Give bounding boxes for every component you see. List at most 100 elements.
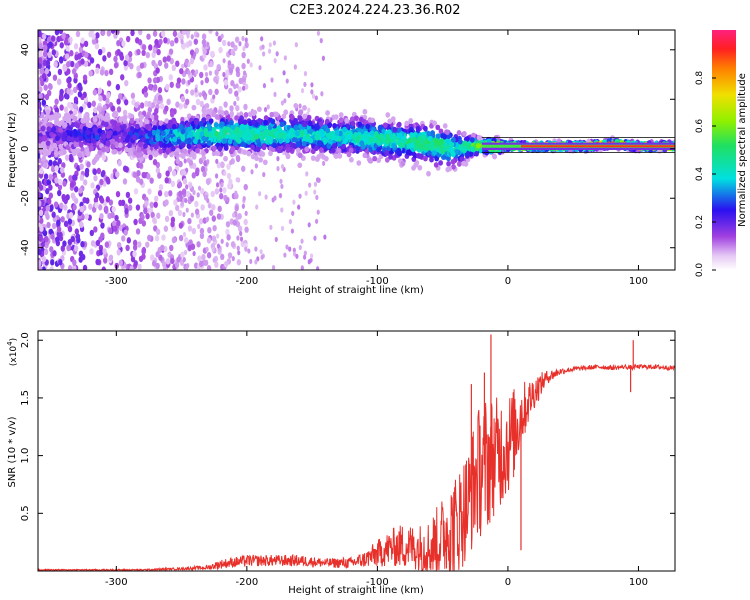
ridge-cell: [297, 162, 303, 169]
noise-cell: [41, 255, 47, 263]
noise-cell: [180, 201, 184, 207]
noise-cell: [68, 175, 73, 182]
noise-cell: [121, 235, 126, 242]
noise-cell: [183, 158, 187, 164]
noise-cell: [258, 65, 262, 71]
ridge-cell: [52, 142, 58, 149]
noise-cell: [132, 171, 137, 178]
noise-cell: [110, 211, 115, 219]
noise-cell: [59, 88, 64, 96]
noise-cell: [179, 67, 184, 75]
noise-cell: [62, 240, 67, 247]
noise-cell: [46, 179, 51, 186]
noise-cell: [214, 69, 219, 76]
noise-cell: [314, 95, 318, 101]
ridge-cell: [174, 132, 180, 138]
noise-cell: [57, 189, 62, 197]
noise-cell: [230, 80, 235, 87]
ridge-cell: [58, 127, 63, 133]
noise-cell: [215, 79, 219, 85]
noise-cell: [159, 103, 165, 110]
ridge-cell: [447, 165, 452, 172]
noise-cell: [155, 167, 161, 174]
noise-cell: [198, 260, 204, 268]
ridge-cell: [376, 157, 382, 164]
noise-cell: [133, 260, 138, 267]
ridge-cell: [459, 156, 465, 162]
noise-cell: [128, 51, 133, 58]
noise-cell: [164, 199, 169, 206]
noise-cell: [38, 243, 42, 251]
noise-cell: [283, 55, 287, 61]
noise-cell: [323, 234, 327, 240]
noise-cell: [116, 219, 121, 227]
ridge-cell: [385, 133, 391, 140]
noise-cell: [124, 207, 129, 215]
ridge-cell: [75, 122, 81, 129]
ridge-cell: [153, 151, 158, 158]
noise-cell: [67, 239, 73, 246]
noise-cell: [73, 245, 79, 252]
ridge-cell: [278, 138, 284, 144]
noise-cell: [176, 77, 182, 84]
noise-cell: [307, 222, 311, 228]
noise-cell: [67, 265, 73, 270]
noise-cell: [57, 68, 63, 76]
noise-cell: [106, 30, 112, 37]
ridge-cell: [384, 157, 390, 163]
ridge-cell: [120, 135, 126, 141]
noise-cell: [154, 235, 160, 242]
ridge-cell: [112, 120, 118, 126]
noise-cell: [178, 222, 184, 229]
noise-cell: [156, 48, 161, 56]
noise-cell: [147, 100, 152, 108]
noise-cell: [300, 88, 305, 94]
ridge-cell: [78, 141, 84, 147]
noise-cell: [203, 64, 208, 71]
noise-cell: [189, 195, 195, 202]
noise-cell: [79, 174, 84, 181]
ridge-cell: [38, 117, 41, 123]
noise-cell: [79, 205, 84, 213]
ridge-cell: [90, 137, 96, 144]
ridge-cell: [423, 145, 429, 151]
noise-cell: [205, 246, 209, 252]
noise-cell: [192, 250, 196, 257]
ridge-cell: [409, 132, 414, 138]
ridge-cell: [223, 155, 228, 162]
noise-cell: [118, 199, 123, 207]
ridge-cell: [201, 150, 206, 157]
ridge-cell: [62, 122, 68, 128]
noise-cell: [314, 218, 319, 224]
noise-cell: [54, 98, 59, 105]
noise-cell: [206, 198, 210, 204]
noise-cell: [38, 101, 41, 108]
ridge-cell: [250, 144, 256, 150]
noise-cell: [88, 70, 93, 77]
noise-cell: [182, 178, 188, 185]
noise-cell: [141, 44, 147, 51]
noise-cell: [181, 188, 187, 195]
noise-cell: [47, 198, 52, 205]
noise-cell: [38, 57, 43, 64]
noise-cell: [189, 183, 193, 189]
noise-cell: [88, 203, 93, 210]
noise-cell: [291, 210, 295, 217]
noise-cell: [38, 260, 42, 267]
noise-cell: [264, 194, 268, 200]
noise-cell: [152, 30, 158, 37]
noise-cell: [47, 51, 52, 59]
ridge-cell: [63, 114, 69, 121]
ridge-cell: [436, 140, 442, 147]
ridge-cell: [101, 115, 106, 122]
noise-cell: [176, 256, 181, 263]
noise-cell: [206, 237, 212, 244]
noise-cell: [262, 83, 267, 89]
noise-cell: [56, 78, 62, 85]
noise-cell: [72, 204, 77, 211]
noise-cell: [117, 159, 122, 167]
noise-cell: [227, 60, 232, 66]
noise-cell: [235, 155, 241, 163]
noise-cell: [38, 235, 43, 242]
ridge-cell: [370, 117, 376, 124]
